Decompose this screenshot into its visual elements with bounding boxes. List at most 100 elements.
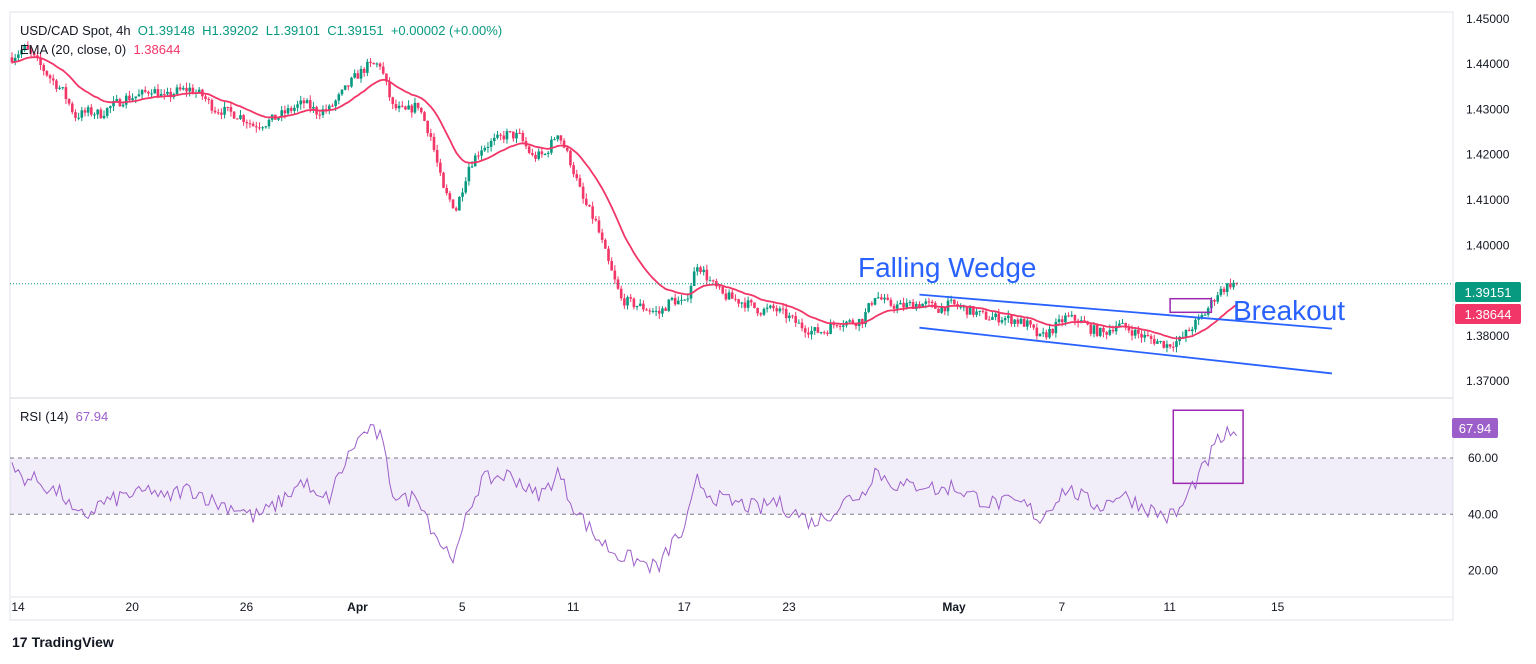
candle-up bbox=[867, 303, 870, 312]
candle-down bbox=[39, 57, 42, 66]
ema-line bbox=[11, 56, 1238, 340]
candle-down bbox=[32, 53, 36, 56]
candle-down bbox=[794, 316, 798, 323]
candle-up bbox=[58, 87, 61, 89]
candle-down bbox=[575, 174, 579, 179]
candle-up bbox=[1013, 319, 1016, 324]
price-tick-label: 1.38000 bbox=[1466, 329, 1510, 343]
candle-up bbox=[492, 137, 496, 142]
candle-down bbox=[143, 90, 147, 92]
candle-down bbox=[518, 132, 521, 134]
candle-down bbox=[445, 187, 448, 194]
candle-up bbox=[797, 322, 801, 324]
candle-up bbox=[86, 107, 90, 113]
candle-up bbox=[765, 307, 769, 309]
candle-up bbox=[334, 100, 337, 107]
candle-down bbox=[1137, 329, 1140, 334]
candle-up bbox=[762, 308, 766, 315]
candle-up bbox=[407, 105, 410, 110]
change-value: +0.00002 (+0.00%) bbox=[390, 23, 503, 38]
candle-up bbox=[312, 107, 315, 109]
candle-up bbox=[848, 320, 851, 322]
candle-up bbox=[940, 306, 943, 313]
ema-legend: EMA (20, close, 0) 1.38644 bbox=[20, 42, 180, 57]
candle-up bbox=[150, 93, 153, 95]
candle-down bbox=[902, 302, 905, 308]
breakout-box-rsi bbox=[1172, 409, 1244, 485]
candle-up bbox=[461, 192, 464, 197]
candle-down bbox=[48, 75, 52, 79]
candle-up bbox=[1006, 315, 1010, 319]
candle-up bbox=[267, 119, 271, 127]
last-price-badge bbox=[1455, 282, 1521, 302]
candle-up bbox=[77, 117, 80, 119]
candle-down bbox=[588, 204, 591, 207]
candle-up bbox=[769, 305, 772, 308]
high-value: H1.39202 bbox=[202, 23, 259, 38]
candle-down bbox=[1229, 283, 1232, 288]
candle-down bbox=[385, 73, 388, 82]
candle-up bbox=[788, 315, 791, 319]
candle-down bbox=[1035, 327, 1039, 337]
candle-up bbox=[505, 131, 509, 140]
tradingview-brand[interactable]: 17 TradingView bbox=[12, 634, 114, 650]
candle-down bbox=[1171, 346, 1175, 348]
candle-up bbox=[1092, 325, 1096, 334]
candle-down bbox=[699, 267, 702, 273]
candle-up bbox=[321, 109, 325, 116]
candle-up bbox=[1175, 341, 1178, 348]
rsi-value: 67.94 bbox=[75, 409, 109, 424]
candle-up bbox=[366, 61, 369, 73]
candle-down bbox=[435, 150, 439, 163]
candle-up bbox=[197, 89, 201, 93]
candle-down bbox=[1010, 315, 1013, 324]
candle-down bbox=[178, 87, 182, 90]
candle-down bbox=[880, 297, 883, 300]
candle-down bbox=[213, 110, 217, 113]
candle-up bbox=[1232, 282, 1235, 288]
candle-down bbox=[67, 99, 71, 104]
candle-up bbox=[692, 271, 696, 286]
candle-down bbox=[347, 85, 350, 87]
candle-up bbox=[277, 117, 280, 120]
candle-up bbox=[473, 155, 477, 167]
candle-down bbox=[613, 270, 617, 280]
time-tick-label: May bbox=[942, 600, 966, 614]
candle-down bbox=[420, 107, 423, 113]
candle-down bbox=[604, 239, 607, 249]
candle-up bbox=[683, 299, 686, 301]
candle-down bbox=[861, 319, 864, 325]
candle-down bbox=[242, 115, 245, 123]
candle-down bbox=[1213, 300, 1216, 302]
candle-down bbox=[1102, 327, 1105, 333]
candle-down bbox=[753, 302, 756, 308]
candle-down bbox=[1222, 288, 1226, 293]
candle-up bbox=[819, 332, 823, 334]
candle-down bbox=[937, 308, 940, 313]
candle-down bbox=[632, 298, 636, 308]
candle-up bbox=[17, 54, 20, 58]
candle-down bbox=[705, 269, 709, 281]
candle-up bbox=[261, 127, 264, 129]
candle-up bbox=[296, 104, 299, 108]
candle-down bbox=[642, 303, 645, 310]
candle-up bbox=[696, 267, 699, 272]
falling-wedge-label: Falling Wedge bbox=[858, 252, 1036, 283]
candle-down bbox=[169, 91, 172, 98]
candle-down bbox=[207, 98, 211, 101]
candle-down bbox=[803, 328, 807, 333]
price-tick-label: 1.44000 bbox=[1466, 57, 1510, 71]
candle-up bbox=[550, 139, 553, 153]
candle-down bbox=[1067, 315, 1070, 317]
time-tick-label: 15 bbox=[1271, 600, 1285, 614]
candle-down bbox=[730, 292, 734, 299]
candle-up bbox=[115, 99, 119, 102]
time-tick-label: 7 bbox=[1059, 600, 1066, 614]
candle-down bbox=[984, 311, 988, 320]
candle-up bbox=[746, 300, 750, 308]
candle-down bbox=[74, 112, 77, 118]
candle-down bbox=[302, 100, 306, 104]
candle-down bbox=[749, 300, 753, 303]
candle-up bbox=[23, 45, 26, 51]
